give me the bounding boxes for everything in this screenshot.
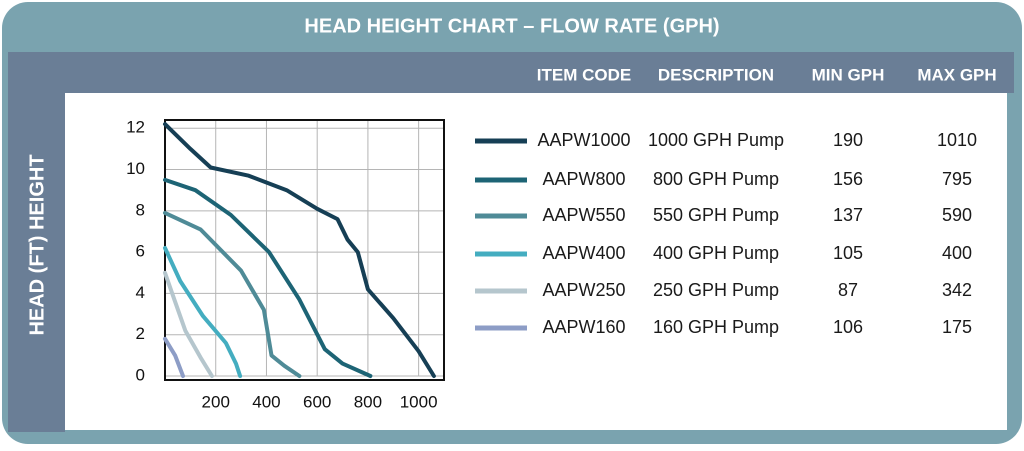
description: 800 GPH Pump	[653, 169, 779, 189]
item-code: AAPW1000	[537, 130, 630, 150]
x-tick-label: 800	[354, 392, 382, 411]
min-gph: 87	[838, 280, 858, 300]
max-gph: 175	[942, 317, 972, 337]
side-band	[8, 52, 65, 432]
y-axis-label: HEAD (FT) HEIGHT	[26, 154, 48, 335]
curve	[163, 177, 373, 378]
y-tick-label: 8	[136, 200, 145, 219]
content	[65, 93, 1007, 430]
curve	[163, 122, 436, 378]
min-gph: 137	[833, 205, 863, 225]
curve	[163, 336, 185, 378]
column-header: MIN GPH	[812, 65, 885, 84]
column-header: ITEM CODE	[537, 65, 631, 84]
item-code: AAPW250	[542, 280, 625, 300]
x-tick-label: 400	[252, 392, 280, 411]
x-tick-label: 600	[303, 392, 331, 411]
item-code: AAPW400	[542, 243, 625, 263]
max-gph: 400	[942, 243, 972, 263]
min-gph: 190	[833, 130, 863, 150]
item-code: AAPW800	[542, 169, 625, 189]
description: 250 GPH Pump	[653, 280, 779, 300]
description: 1000 GPH Pump	[648, 130, 784, 150]
min-gph: 105	[833, 243, 863, 263]
curve	[163, 270, 214, 378]
curve	[163, 246, 243, 378]
x-tick-label: 200	[202, 392, 230, 411]
y-tick-label: 4	[136, 283, 145, 302]
y-tick-label: 10	[126, 159, 145, 178]
column-header: DESCRIPTION	[658, 65, 774, 84]
description: 160 GPH Pump	[653, 317, 779, 337]
y-tick-label: 2	[136, 324, 145, 343]
max-gph: 590	[942, 205, 972, 225]
item-code: AAPW160	[542, 317, 625, 337]
curve	[163, 210, 302, 378]
column-header: MAX GPH	[917, 65, 996, 84]
y-tick-label: 0	[136, 365, 145, 384]
max-gph: 1010	[937, 130, 977, 150]
max-gph: 795	[942, 169, 972, 189]
y-tick-label: 6	[136, 242, 145, 261]
header-band	[8, 52, 1014, 93]
y-tick-label: 12	[126, 118, 145, 137]
description: 400 GPH Pump	[653, 243, 779, 263]
item-code: AAPW550	[542, 205, 625, 225]
x-tick-label: 1000	[400, 392, 438, 411]
chart-title: HEAD HEIGHT CHART – FLOW RATE (GPH)	[304, 15, 719, 37]
max-gph: 342	[942, 280, 972, 300]
description: 550 GPH Pump	[653, 205, 779, 225]
min-gph: 156	[833, 169, 863, 189]
min-gph: 106	[833, 317, 863, 337]
